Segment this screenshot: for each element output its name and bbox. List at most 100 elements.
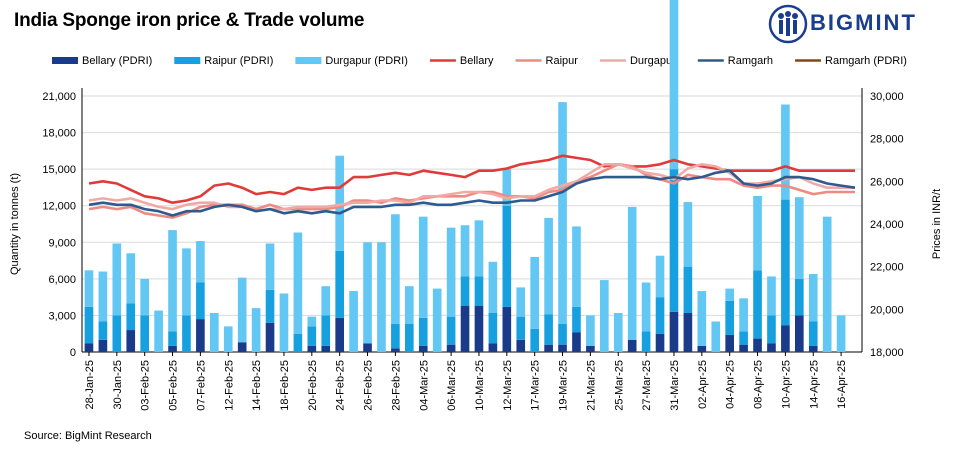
- bigmint-logo-icon: [768, 4, 808, 44]
- bar-durgapur-pdri-: [739, 298, 748, 332]
- bar-durgapur-pdri-: [363, 242, 372, 344]
- bar-bellary-pdri-: [84, 343, 94, 352]
- bar-raipur-pdri-: [795, 278, 804, 316]
- x-tick-label: 12-Mar-25: [502, 360, 514, 411]
- bar-raipur-pdri-: [669, 169, 679, 312]
- bar-raipur-pdri-: [558, 323, 567, 345]
- x-tick-label: 08-Apr-25: [753, 360, 765, 409]
- legend-label: Bellary: [460, 55, 494, 67]
- bar-bellary-pdri-: [196, 319, 205, 352]
- bar-raipur-pdri-: [753, 270, 762, 339]
- x-tick-label: 07-Feb-25: [195, 360, 207, 411]
- bar-durgapur-pdri-: [544, 217, 553, 315]
- bar-durgapur-pdri-: [725, 288, 734, 301]
- legend-item: Durgapur (PDRI): [295, 55, 408, 67]
- bar-bellary-pdri-: [739, 344, 748, 352]
- x-tick-label: 17-Mar-25: [530, 360, 542, 411]
- bar-bellary-pdri-: [781, 325, 790, 352]
- bar-raipur-pdri-: [140, 315, 149, 352]
- legend-item: Ramgarh: [697, 55, 773, 67]
- legend-label: Ramgarh: [728, 55, 773, 67]
- x-tick-label: 10-Mar-25: [474, 360, 486, 411]
- x-tick-label: 31-Mar-25: [669, 360, 681, 411]
- bar-bellary-pdri-: [126, 330, 136, 352]
- legend-item: Durgapur: [599, 55, 676, 67]
- bar-raipur-pdri-: [655, 297, 665, 334]
- bar-durgapur-pdri-: [293, 232, 303, 334]
- bar-raipur-pdri-: [544, 314, 553, 345]
- bar-durgapur-pdri-: [196, 241, 205, 283]
- x-tick-label: 16-Apr-25: [836, 360, 848, 409]
- bar-raipur-pdri-: [182, 315, 191, 352]
- y-tick-label: 21,000: [42, 91, 76, 103]
- bar-raipur-pdri-: [530, 328, 539, 352]
- bar-durgapur-pdri-: [182, 248, 191, 316]
- chart-plot: 0 3,000 6,000 9,000 12,000 15,000 18,000 21,000…: [9, 0, 943, 411]
- bar-bellary-pdri-: [98, 339, 108, 352]
- legend-item: Bellary: [429, 55, 494, 67]
- y2-tick-label: 20,000: [870, 304, 904, 316]
- bar-raipur-pdri-: [126, 303, 136, 331]
- x-tick-label: 20-Feb-25: [307, 360, 319, 411]
- bar-durgapur-pdri-: [112, 243, 122, 316]
- x-tick-label: 28-Feb-25: [390, 360, 402, 411]
- bar-durgapur-pdri-: [627, 206, 637, 340]
- bar-raipur-pdri-: [391, 323, 400, 349]
- bar-durgapur-pdri-: [822, 216, 832, 352]
- y2-tick-label: 30,000: [870, 91, 904, 103]
- legend-label: Bellary (PDRI): [82, 55, 152, 67]
- legend-label: Raipur (PDRI): [204, 55, 273, 67]
- bar-bellary-pdri-: [363, 343, 372, 352]
- x-tick-label: 14-Feb-25: [251, 360, 263, 411]
- y-tick-label: 0: [70, 347, 76, 359]
- bar-bellary-pdri-: [265, 322, 275, 352]
- x-tick-label: 04-Apr-25: [725, 360, 737, 409]
- bar-durgapur-pdri-: [572, 226, 581, 307]
- y-tick-label: 18,000: [42, 128, 76, 140]
- source-note: Source: BigMint Research: [24, 430, 152, 442]
- bar-raipur-pdri-: [474, 276, 484, 306]
- x-tick-label: 05-Feb-25: [168, 360, 180, 411]
- bar-bellary-pdri-: [572, 332, 581, 352]
- bar-durgapur-pdri-: [265, 243, 275, 290]
- x-tick-label: 30-Jan-25: [112, 360, 124, 410]
- bar-durgapur-pdri-: [558, 102, 567, 324]
- bar-durgapur-pdri-: [474, 220, 484, 277]
- y-tick-label: 6,000: [48, 274, 76, 286]
- bar-durgapur-pdri-: [84, 270, 94, 307]
- x-tick-label: 27-Mar-25: [641, 360, 653, 411]
- x-tick-label: 18-Feb-25: [279, 360, 291, 411]
- bar-bellary-pdri-: [502, 306, 512, 352]
- line-raipur: [88, 163, 855, 219]
- bar-durgapur-pdri-: [432, 288, 442, 352]
- y2-tick-label: 22,000: [870, 262, 904, 274]
- bar-raipur-pdri-: [488, 312, 498, 344]
- bar-durgapur-pdri-: [279, 293, 289, 352]
- bar-durgapur-pdri-: [98, 271, 108, 322]
- bar-bellary-pdri-: [655, 333, 665, 352]
- bar-raipur-pdri-: [168, 331, 177, 346]
- bar-bellary-pdri-: [697, 345, 707, 352]
- bar-durgapur-pdri-: [349, 291, 358, 352]
- bar-raipur-pdri-: [446, 316, 456, 345]
- x-tick-label: 04-Mar-25: [418, 360, 430, 411]
- bar-durgapur-pdri-: [613, 312, 623, 352]
- bar-durgapur-pdri-: [836, 315, 846, 352]
- bar-durgapur-pdri-: [502, 169, 512, 206]
- bar-durgapur-pdri-: [795, 197, 804, 279]
- bar-raipur-pdri-: [516, 316, 526, 340]
- x-tick-label: 19-Mar-25: [558, 360, 570, 411]
- bar-durgapur-pdri-: [335, 155, 344, 251]
- bar-bellary-pdri-: [808, 345, 818, 352]
- bar-durgapur-pdri-: [530, 256, 539, 329]
- bar-durgapur-pdri-: [767, 276, 776, 316]
- x-tick-label: 10-Apr-25: [780, 360, 792, 409]
- bar-durgapur-pdri-: [488, 261, 498, 313]
- bar-raipur-pdri-: [808, 321, 818, 346]
- bar-durgapur-pdri-: [697, 291, 707, 346]
- x-tick-label: 06-Mar-25: [446, 360, 458, 411]
- legend-item: Raipur (PDRI): [174, 55, 273, 67]
- bar-durgapur-pdri-: [600, 280, 609, 352]
- y2-tick-label: 24,000: [870, 219, 904, 231]
- y-tick-label: 3,000: [48, 310, 76, 322]
